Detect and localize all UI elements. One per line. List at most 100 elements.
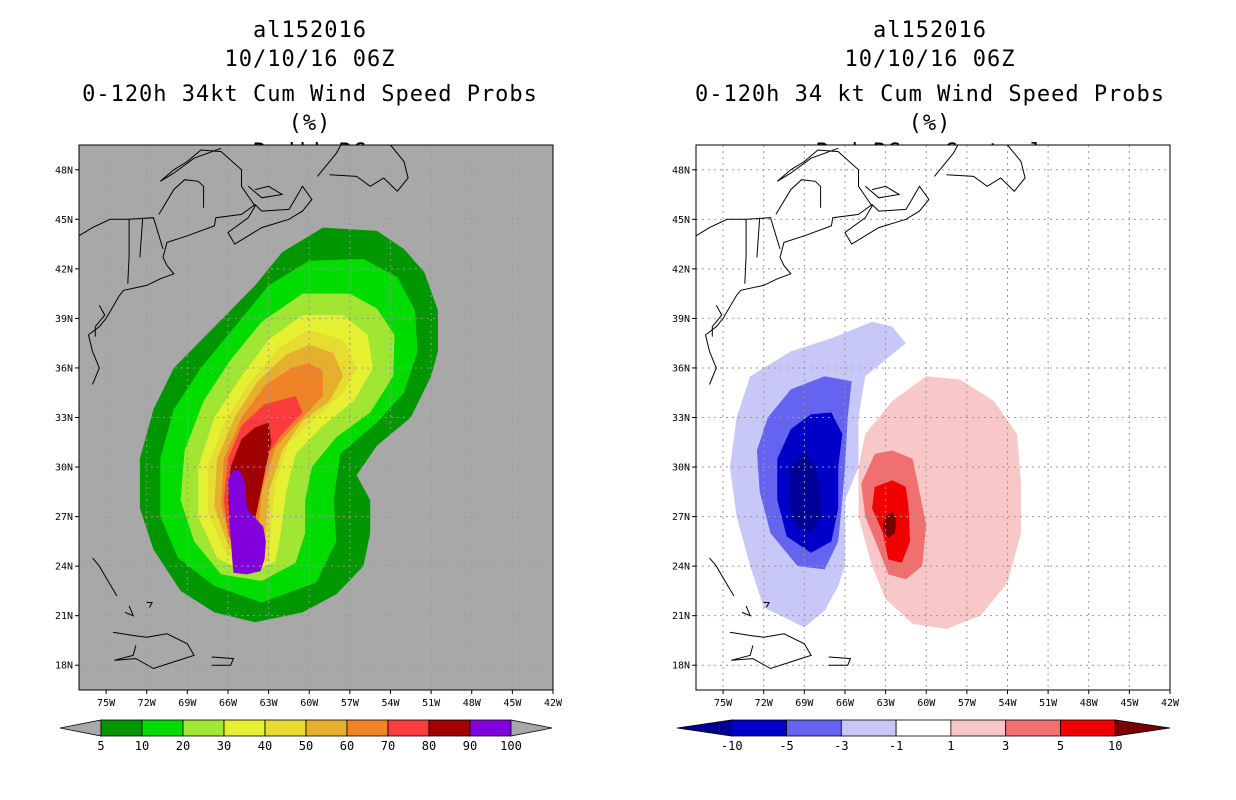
left-coastline [87,147,313,385]
right-colorbar-box [731,719,787,737]
left-x-tick-label: 54W [381,698,400,709]
left-coastline [92,557,118,597]
right-y-tick-label: 48N [672,165,690,176]
right-colorbar-left-arrow [676,719,733,737]
left-colorbar-right-arrow [510,719,553,737]
right-y-tick-label: 21N [672,611,690,622]
left-coastline [211,656,235,666]
right-y-tick-label: 18N [672,661,690,672]
left-colorbar-label: 80 [422,739,436,753]
left-x-tick-label: 51W [422,698,441,709]
left-y-tick-label: 48N [55,165,73,176]
left-y-tick-label: 30N [55,463,73,474]
left-y-tick-label: 42N [55,264,73,275]
right-coastline [729,631,812,670]
right-x-tick-label: 63W [877,698,896,709]
right-x-tick-label: 69W [795,698,814,709]
left-datetime: 10/10/16 06Z [224,47,396,72]
left-coastline [317,145,409,192]
right-colorbar-label: 1 [947,739,954,753]
right-colorbar-label: 3 [1002,739,1009,753]
left-x-tick-label: 66W [219,698,238,709]
left-x-tick-label: 75W [97,698,116,709]
right-coastline [828,656,852,666]
right-coastline [744,219,747,284]
right-y-tick-label: 30N [672,463,690,474]
left-coastline [79,217,164,250]
left-x-tick-label: 45W [503,698,522,709]
right-x-tick-label: 51W [1039,698,1058,709]
left-y-tick-label: 27N [55,512,73,523]
left-coastline [94,304,106,337]
right-coastline [704,147,930,385]
right-y-tick-label: 27N [672,512,690,523]
right-coastline [763,602,770,608]
right-x-tick-label: 45W [1120,698,1139,709]
left-probability-map: 75W 72W 69W 66W 63W 60W 57W 54W 51W 48W 45W 42W 18N 2… [55,144,563,753]
right-x-tick-label: 54W [998,698,1017,709]
right-x-tick-label: 72W [755,698,774,709]
right-y-tick-label: 45N [672,215,690,226]
right-y-tick-label: 42N [672,264,690,275]
left-colorbar-label: 40 [258,739,272,753]
left-x-tick-label: 69W [178,698,197,709]
left-colorbar-label: 90 [463,739,477,753]
left-colorbar-label: 10 [135,739,149,753]
left-coastline [127,219,130,284]
right-colorbar-box [950,719,1007,737]
left-coastline [124,605,135,617]
left-y-tick-label: 36N [55,363,73,374]
right-colorbar-label: -3 [834,739,848,753]
right-y-tick-label: 39N [672,314,690,325]
right-coastline [775,179,822,215]
left-x-tick-label: 42W [544,698,563,709]
left-coastline [247,185,284,199]
right-colorbar-label: -10 [721,739,743,753]
left-x-tick-label: 60W [300,698,319,709]
right-x-tick-label: 66W [836,698,855,709]
left-y-tick-label: 24N [55,562,73,573]
right-contour-10 [882,511,897,539]
right-x-tick-label: 48W [1080,698,1099,709]
right-coastline [864,185,901,199]
right-colorbar-box [895,719,952,737]
right-y-tick-label: 36N [672,363,690,374]
left-x-tick-label: 57W [341,698,360,709]
right-colorbar-label: 5 [1057,739,1064,753]
right-contour-neg10 [789,450,821,534]
left-y-tick-label: 21N [55,611,73,622]
left-storm-id: al152016 [253,18,367,43]
right-x-tick-label: 57W [958,698,977,709]
left-coastline [158,179,205,215]
left-y-tick-label: 45N [55,215,73,226]
left-chart-title: 0-120h 34kt Cum Wind Speed Probs (%) [82,82,538,136]
left-colorbar-label: 60 [340,739,354,753]
right-datetime: 10/10/16 06Z [844,47,1016,72]
right-x-tick-label: 75W [714,698,733,709]
right-colorbar-box [840,719,897,737]
left-colorbar-label: 5 [97,739,104,753]
left-y-tick-label: 33N [55,413,73,424]
left-y-tick-label: 39N [55,314,73,325]
right-x-tick-label: 60W [917,698,936,709]
right-y-tick-label: 24N [672,562,690,573]
left-colorbar-label: 50 [299,739,313,753]
right-chart-title: 0-120h 34 kt Cum Wind Speed Probs (%) [694,82,1166,136]
right-colorbar-box [1060,719,1116,737]
right-coastline [709,557,735,597]
right-colorbar-box [1005,719,1061,737]
right-y-tick-label: 33N [672,413,690,424]
left-map-layer [79,145,553,690]
right-colorbar-box [786,719,842,737]
right-coastline [756,217,761,258]
right-coastline [696,537,697,540]
left-coastline [139,217,144,258]
right-coastline [711,304,723,337]
right-storm-id: al152016 [873,18,987,43]
left-coastline [112,631,195,670]
right-coastline [741,605,752,617]
left-x-tick-label: 72W [138,698,157,709]
left-coastline [146,602,153,608]
left-colorbar-label: 70 [381,739,395,753]
